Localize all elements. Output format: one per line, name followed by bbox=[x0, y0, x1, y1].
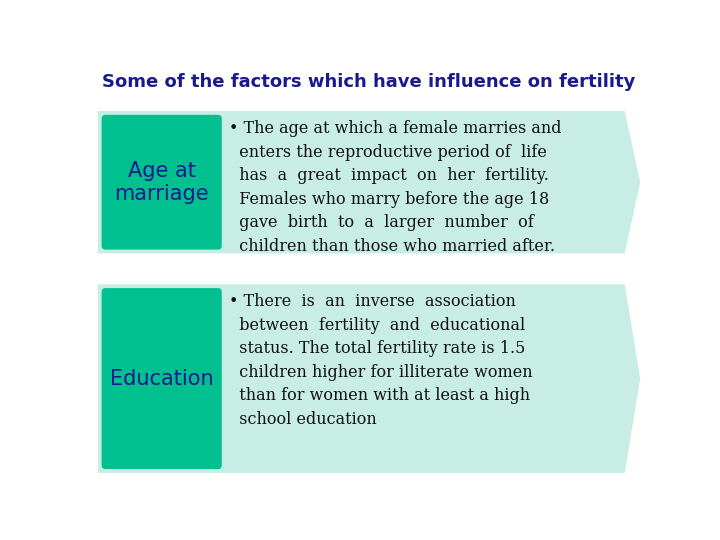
Polygon shape bbox=[98, 111, 640, 253]
Text: • There  is  an  inverse  association
  between  fertility  and  educational
  s: • There is an inverse association betwee… bbox=[229, 294, 532, 428]
Polygon shape bbox=[98, 284, 640, 473]
FancyBboxPatch shape bbox=[102, 115, 222, 249]
Text: Education: Education bbox=[110, 369, 214, 389]
Text: Some of the factors which have influence on fertility: Some of the factors which have influence… bbox=[102, 73, 636, 91]
Text: • The age at which a female marries and
  enters the reproductive period of  lif: • The age at which a female marries and … bbox=[229, 120, 561, 255]
FancyBboxPatch shape bbox=[102, 288, 222, 469]
Text: Age at
marriage: Age at marriage bbox=[114, 160, 209, 204]
